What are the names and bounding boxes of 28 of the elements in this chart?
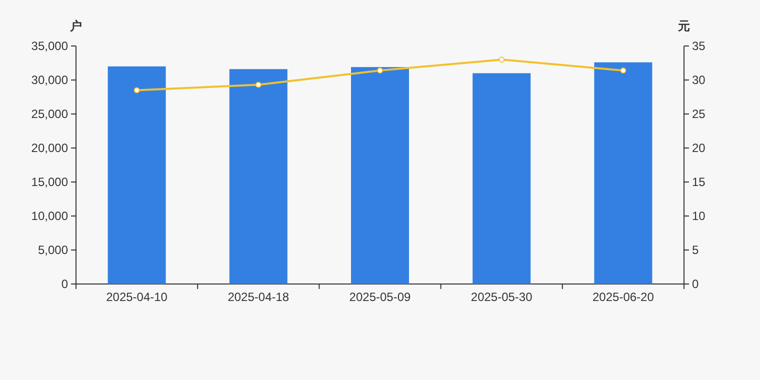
y2-tick-label: 15 [692,175,706,189]
y-tick-label: 5,000 [38,243,68,257]
point [255,82,262,88]
point [377,67,383,74]
point [498,56,505,63]
x-tick-label: 2025-06-20 [592,290,654,304]
y2-tick-label: 10 [692,209,706,223]
y2-axis-title: 元 [677,19,690,33]
y-tick-label: 10,000 [31,209,68,223]
point [620,67,626,74]
y-tick-label: 15,000 [31,175,68,189]
y-tick-label: 35,000 [31,39,68,53]
y-tick-label: 0 [61,277,68,291]
x-tick-label: 2025-05-09 [349,290,412,304]
y2-tick-label: 25 [692,107,706,121]
y-tick-label: 25,000 [31,107,68,121]
y-tick-label: 30,000 [31,73,68,87]
y2-tick-label: 0 [692,277,699,291]
x-tick-label: 2025-05-30 [470,290,533,304]
x-tick-label: 2025-04-10 [106,290,168,304]
y-axis-title: 户 [69,19,82,33]
point [134,87,140,94]
y2-tick-label: 5 [692,243,699,257]
y2-tick-label: 30 [692,73,706,87]
x-tick-label: 2025-04-18 [228,290,290,304]
y2-tick-label: 35 [692,39,706,53]
y2-tick-label: 20 [692,141,706,155]
y-tick-label: 20,000 [31,141,68,155]
